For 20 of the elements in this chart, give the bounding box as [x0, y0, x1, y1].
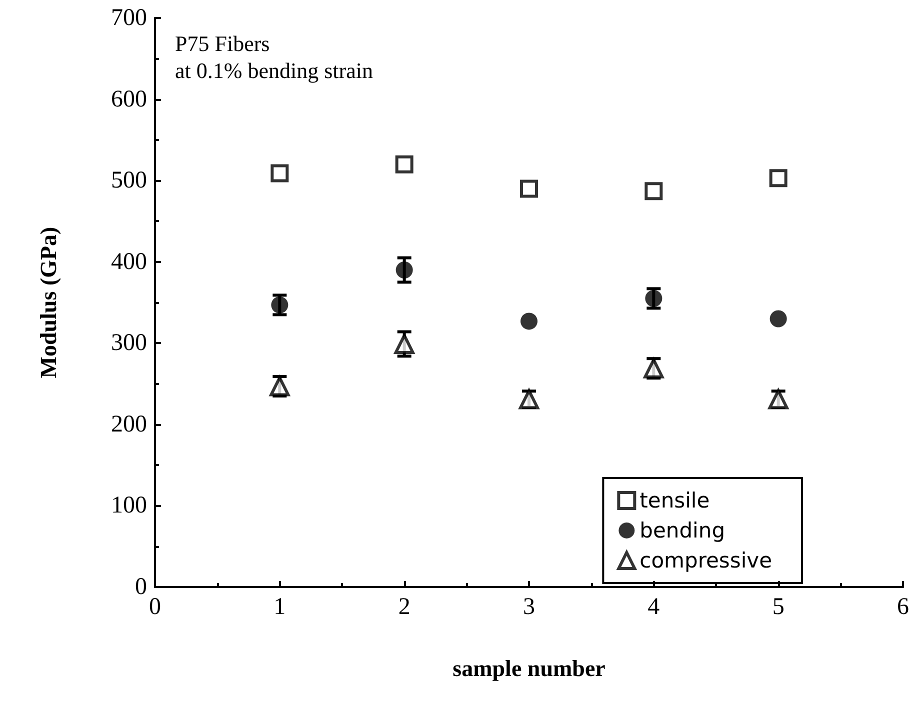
- y-tick-label: 600: [111, 86, 147, 112]
- legend-label: bending: [640, 518, 726, 542]
- x-tick-label: 4: [648, 594, 660, 620]
- x-tick-label: 2: [398, 594, 410, 620]
- x-tick-label: 3: [523, 594, 535, 620]
- y-tick-label: 200: [111, 411, 147, 438]
- y-axis-title: Modulus (GPa): [36, 226, 61, 378]
- y-tick-label: 700: [111, 5, 147, 31]
- y-tick-label: 100: [111, 492, 147, 519]
- x-tick-label: 5: [772, 594, 784, 620]
- y-tick-label: 500: [111, 168, 147, 194]
- y-tick-label: 400: [111, 248, 147, 275]
- legend-label: compressive: [640, 548, 772, 572]
- legend-label: tensile: [640, 488, 710, 512]
- y-tick-label: 300: [111, 330, 147, 356]
- x-tick-label: 1: [274, 594, 286, 620]
- y-tick-label: 0: [135, 574, 147, 600]
- x-axis-title: sample number: [452, 656, 606, 681]
- annotation: P75 Fibers at 0.1% bending strain: [175, 31, 373, 83]
- x-tick-label: 6: [897, 594, 909, 620]
